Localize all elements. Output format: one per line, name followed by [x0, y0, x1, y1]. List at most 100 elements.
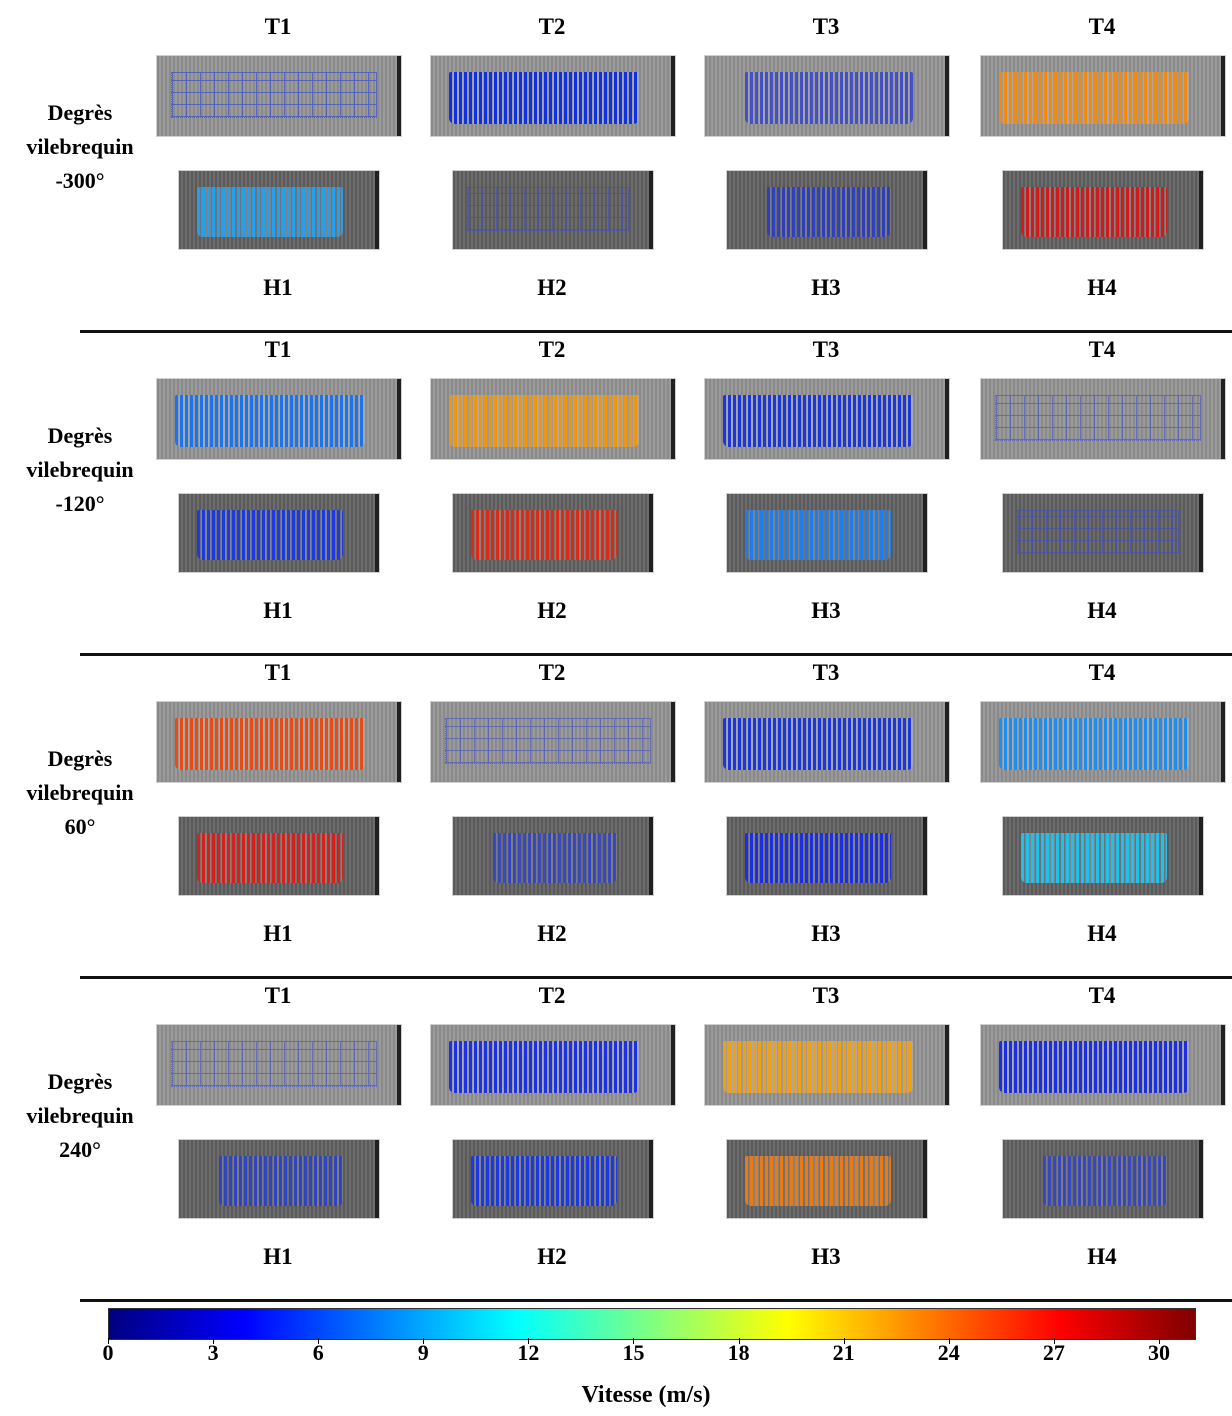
velocity-vectors — [171, 1041, 377, 1087]
panel-edge-mark — [945, 702, 949, 782]
piv-panel-t1 — [156, 55, 402, 137]
colorbar-tick-mark — [948, 1338, 950, 1344]
panel-label-h2: H2 — [537, 275, 567, 300]
velocity-vectors — [467, 187, 629, 231]
colorbar-tick-label: 0 — [102, 1340, 114, 1365]
piv-panel-t4 — [980, 1024, 1226, 1106]
row-separator — [80, 330, 1232, 333]
piv-panel-h2 — [452, 493, 654, 573]
piv-panel-t2 — [430, 701, 676, 783]
piv-panel-t2 — [430, 378, 676, 460]
colorbar-tick-mark — [213, 1338, 215, 1344]
velocity-vectors — [999, 1041, 1189, 1093]
panel-edge-mark — [1221, 56, 1225, 136]
colorbar-tick-label: 24 — [937, 1340, 960, 1365]
colorbar-tick-label: 30 — [1147, 1340, 1170, 1365]
velocity-vectors — [219, 1156, 343, 1206]
panel-label-h3: H3 — [811, 598, 841, 623]
colorbar-tick-label: 27 — [1042, 1340, 1065, 1365]
row-separator — [80, 1299, 1232, 1302]
velocity-vectors — [175, 718, 365, 770]
colorbar-tick-label: 12 — [517, 1340, 540, 1365]
velocity-vectors — [999, 718, 1189, 770]
panel-label-t1: T1 — [264, 14, 292, 39]
panel-label-h1: H1 — [263, 275, 293, 300]
panel-label-h1: H1 — [263, 1244, 293, 1269]
panel-edge-mark — [671, 702, 675, 782]
velocity-vectors — [745, 72, 913, 124]
velocity-vectors — [471, 1156, 617, 1206]
panel-label-t3: T3 — [812, 337, 840, 362]
velocity-colorbar — [108, 1308, 1196, 1340]
panel-label-h3: H3 — [811, 275, 841, 300]
panel-edge-mark — [671, 56, 675, 136]
row-label-1: Degrès vilebrequin -300° — [0, 96, 160, 198]
panel-edge-mark — [649, 494, 653, 572]
colorbar-tick-mark — [528, 1338, 530, 1344]
velocity-vectors — [745, 1156, 891, 1206]
panel-label-t1: T1 — [264, 983, 292, 1008]
velocity-vectors — [449, 395, 639, 447]
panel-label-h4: H4 — [1087, 1244, 1117, 1269]
panel-label-h1: H1 — [263, 598, 293, 623]
piv-panel-h1 — [178, 493, 380, 573]
colorbar-tick-mark — [633, 1338, 635, 1344]
panel-edge-mark — [923, 171, 927, 249]
row-separator — [80, 653, 1232, 656]
panel-label-t1: T1 — [264, 660, 292, 685]
panel-edge-mark — [397, 702, 401, 782]
piv-panel-h2 — [452, 170, 654, 250]
velocity-vectors — [449, 72, 639, 124]
velocity-vectors — [1043, 1156, 1167, 1206]
panel-edge-mark — [649, 1140, 653, 1218]
panel-edge-mark — [671, 379, 675, 459]
velocity-vectors — [1021, 187, 1167, 237]
piv-panel-h3 — [726, 1139, 928, 1219]
velocity-vectors — [1017, 510, 1179, 554]
piv-panel-h4 — [1002, 1139, 1204, 1219]
panel-label-h1: H1 — [263, 921, 293, 946]
panel-edge-mark — [375, 494, 379, 572]
row-label-line: -300° — [55, 168, 105, 193]
piv-panel-t1 — [156, 701, 402, 783]
velocity-vectors — [723, 1041, 913, 1093]
panel-edge-mark — [397, 56, 401, 136]
piv-panel-h1 — [178, 170, 380, 250]
panel-edge-mark — [945, 1025, 949, 1105]
panel-label-t1: T1 — [264, 337, 292, 362]
panel-label-t4: T4 — [1088, 337, 1116, 362]
panel-edge-mark — [1199, 171, 1203, 249]
panel-edge-mark — [649, 817, 653, 895]
colorbar-tick-label: 21 — [832, 1340, 855, 1365]
piv-panel-t1 — [156, 378, 402, 460]
panel-edge-mark — [945, 379, 949, 459]
row-label-line: vilebrequin — [26, 457, 134, 482]
panel-label-t4: T4 — [1088, 14, 1116, 39]
panel-label-t2: T2 — [538, 983, 566, 1008]
row-label-3: Degrès vilebrequin 60° — [0, 742, 160, 844]
velocity-vectors — [197, 510, 343, 560]
panel-edge-mark — [1221, 702, 1225, 782]
panel-edge-mark — [397, 379, 401, 459]
panel-label-h4: H4 — [1087, 275, 1117, 300]
panel-edge-mark — [1199, 1140, 1203, 1218]
velocity-vectors — [197, 187, 343, 237]
panel-label-t3: T3 — [812, 660, 840, 685]
velocity-vectors — [745, 833, 891, 883]
row-label-line: 240° — [59, 1137, 101, 1162]
panel-edge-mark — [1221, 379, 1225, 459]
row-label-line: vilebrequin — [26, 1103, 134, 1128]
piv-panel-t4 — [980, 378, 1226, 460]
piv-panel-h3 — [726, 170, 928, 250]
colorbar-tick-mark — [423, 1338, 425, 1344]
velocity-vectors — [449, 1041, 639, 1093]
velocity-vectors — [999, 72, 1189, 124]
piv-panel-t3 — [704, 55, 950, 137]
panel-label-t3: T3 — [812, 983, 840, 1008]
panel-edge-mark — [923, 1140, 927, 1218]
panel-edge-mark — [397, 1025, 401, 1105]
colorbar-tick-mark — [738, 1338, 740, 1344]
velocity-vectors — [723, 395, 913, 447]
panel-edge-mark — [1199, 817, 1203, 895]
panel-label-h4: H4 — [1087, 921, 1117, 946]
